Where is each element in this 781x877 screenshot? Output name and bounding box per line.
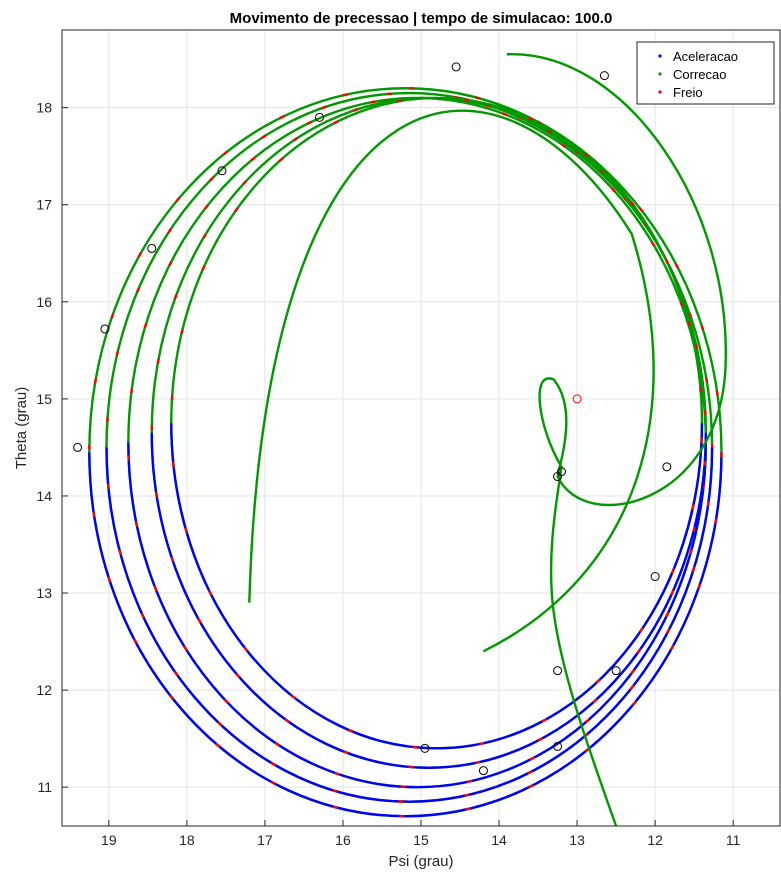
legend-marker-correcao <box>658 72 662 76</box>
x-tick-label: 12 <box>647 832 663 848</box>
target-point-marker <box>572 394 582 404</box>
y-tick-label: 16 <box>36 294 52 310</box>
y-tick-label: 12 <box>36 682 52 698</box>
x-axis-label: Psi (grau) <box>388 853 453 870</box>
x-tick-label: 11 <box>726 832 741 848</box>
sample-marker <box>217 166 227 176</box>
trajectory-outer-sweep <box>248 109 655 653</box>
legend-label-freio: Freio <box>673 85 703 100</box>
legend-label-correcao: Correcao <box>673 67 726 82</box>
sample-marker <box>73 442 83 452</box>
sample-marker <box>147 243 157 253</box>
marker-layer <box>73 62 672 776</box>
sample-marker <box>420 743 430 753</box>
y-tick-label: 17 <box>36 197 52 213</box>
series-layer <box>88 53 727 827</box>
x-tick-label: 16 <box>335 832 351 848</box>
sample-marker <box>478 766 488 776</box>
legend-marker-freio <box>658 90 662 94</box>
y-tick-label: 14 <box>36 488 52 504</box>
x-tick-label: 17 <box>257 832 273 848</box>
y-tick-label: 11 <box>37 779 52 795</box>
x-tick-label: 18 <box>179 832 195 848</box>
y-tick-label: 18 <box>36 100 52 116</box>
sample-marker <box>553 741 563 751</box>
trajectory-loop-aceleracao <box>88 452 723 818</box>
x-tick-label: 13 <box>569 832 585 848</box>
sample-marker <box>611 666 621 676</box>
trajectory-loop-aceleracao <box>170 423 704 750</box>
sample-marker <box>650 572 660 582</box>
sample-marker <box>662 462 672 472</box>
sample-marker <box>553 666 563 676</box>
legend: Aceleracao Correcao Freio <box>636 41 775 105</box>
y-tick-label: 13 <box>36 585 52 601</box>
y-tick-label: 15 <box>36 391 52 407</box>
grid <box>62 30 780 826</box>
trajectory-loop-aceleracao <box>127 442 708 789</box>
sample-marker <box>599 71 609 81</box>
sample-marker <box>451 62 461 72</box>
y-axis-label: Theta (grau) <box>13 387 30 470</box>
legend-marker-aceleracao <box>658 54 662 58</box>
sample-marker <box>100 324 110 334</box>
chart-title: Movimento de precessao | tempo de simula… <box>230 10 613 27</box>
legend-label-aceleracao: Aceleracao <box>673 49 738 64</box>
x-tick-label: 19 <box>101 832 117 848</box>
x-tick-label: 14 <box>491 832 507 848</box>
tick-layer: 19 18 17 16 15 14 13 12 11 11 12 13 14 15 16 17 18 <box>36 100 740 848</box>
trajectory-center-curl <box>506 53 727 827</box>
sample-marker <box>315 112 325 122</box>
trajectory-loop-freio <box>88 87 723 818</box>
x-tick-label: 15 <box>413 832 429 848</box>
sample-marker <box>556 467 566 477</box>
